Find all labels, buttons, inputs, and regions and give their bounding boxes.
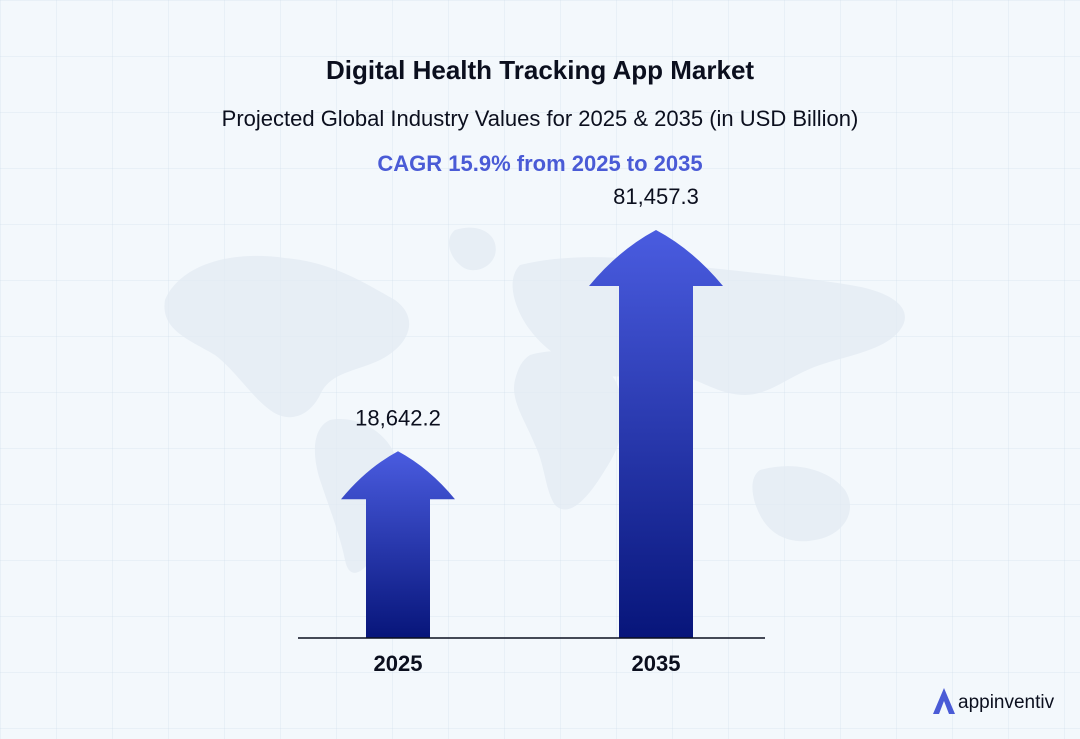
chart-title: Digital Health Tracking App Market: [326, 55, 754, 85]
cagr-annotation: CAGR 15.9% from 2025 to 2035: [377, 151, 702, 176]
bars-group: [341, 230, 723, 638]
category-label-2025: 2025: [374, 651, 423, 676]
arrow-bar-2025: [341, 451, 455, 638]
value-label-2035: 81,457.3: [613, 184, 699, 209]
chart-subtitle: Projected Global Industry Values for 202…: [222, 106, 859, 131]
category-label-2035: 2035: [632, 651, 681, 676]
value-label-2025: 18,642.2: [355, 405, 441, 430]
brand-name: appinventiv: [958, 692, 1055, 713]
brand-logo: appinventiv: [933, 688, 1055, 714]
arrow-bar-2035: [589, 230, 723, 638]
appinventiv-logo-icon: [933, 688, 955, 714]
world-map-background: [164, 227, 905, 573]
